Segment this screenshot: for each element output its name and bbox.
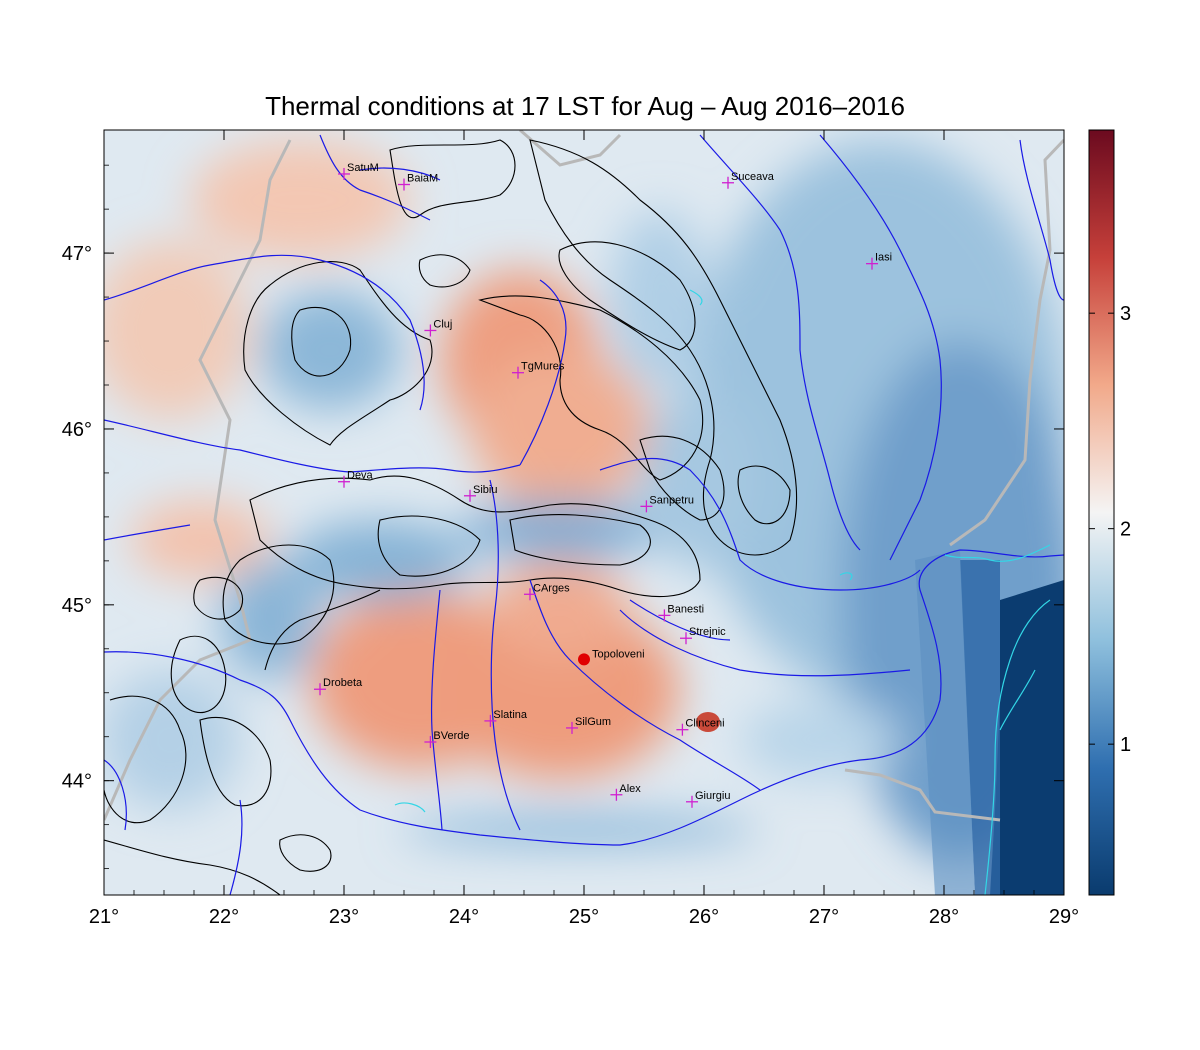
city-label: BaiaM bbox=[407, 173, 438, 185]
highlight-station: Topoloveni bbox=[578, 648, 645, 666]
y-tick-label: 44° bbox=[62, 771, 92, 793]
highlight-dot bbox=[578, 653, 590, 666]
city-marker: Sanpetru bbox=[640, 494, 694, 513]
colorbar-tick-label: 3 bbox=[1120, 303, 1131, 325]
city-label: Slatina bbox=[493, 709, 528, 721]
city-marker: Iasi bbox=[866, 252, 892, 270]
city-marker: Banesti bbox=[658, 603, 704, 622]
y-tick-label: 45° bbox=[62, 595, 92, 617]
country-borders bbox=[104, 130, 1064, 822]
city-label: CArges bbox=[533, 582, 570, 594]
city-marker: CArges bbox=[524, 582, 570, 601]
city-marker: Suceava bbox=[722, 171, 775, 189]
city-label: BVerde bbox=[433, 730, 469, 742]
city-markers: SatuM BaiaM Suceava Iasi Cluj TgMures Deva Sibi… bbox=[314, 162, 892, 808]
x-tick-label: 29° bbox=[1049, 906, 1079, 928]
x-tick-label: 28° bbox=[929, 906, 959, 928]
highlight-label: Topoloveni bbox=[592, 648, 645, 660]
city-marker: Clinceni bbox=[676, 718, 725, 736]
x-tick-label: 26° bbox=[689, 906, 719, 928]
city-label: Sibiu bbox=[473, 484, 497, 496]
city-marker: SatuM bbox=[338, 162, 379, 180]
colorbar-tick-label: 1 bbox=[1120, 734, 1131, 756]
city-label: Cluj bbox=[433, 318, 452, 330]
city-marker: SilGum bbox=[566, 716, 611, 734]
city-marker: Deva bbox=[338, 470, 374, 488]
city-label: Giurgiu bbox=[695, 790, 730, 802]
terrain-contours bbox=[104, 139, 798, 895]
city-label: Drobeta bbox=[323, 677, 363, 689]
city-label: SilGum bbox=[575, 716, 611, 728]
city-marker: Drobeta bbox=[314, 677, 363, 696]
city-label: SatuM bbox=[347, 162, 379, 174]
city-label: Sanpetru bbox=[649, 494, 694, 506]
x-tick-label: 23° bbox=[329, 906, 359, 928]
city-label: Deva bbox=[347, 470, 374, 482]
rivers bbox=[104, 134, 1064, 895]
city-label: Iasi bbox=[875, 252, 892, 264]
city-marker: BaiaM bbox=[398, 173, 438, 191]
colorbar: 1 2 3 bbox=[1088, 129, 1131, 896]
colorbar-bar bbox=[1088, 129, 1115, 896]
city-marker: Alex bbox=[610, 783, 641, 801]
city-label: Banesti bbox=[667, 603, 704, 615]
figure-title: Thermal conditions at 17 LST for Aug – A… bbox=[265, 91, 905, 121]
city-marker: TgMures bbox=[512, 361, 565, 379]
city-label: Clinceni bbox=[685, 718, 724, 730]
y-tick-label: 47° bbox=[62, 243, 92, 265]
x-tick-label: 21° bbox=[89, 906, 119, 928]
x-tick-label: 25° bbox=[569, 906, 599, 928]
city-marker: Strejnic bbox=[680, 626, 726, 645]
city-label: Alex bbox=[619, 783, 641, 795]
axis-ticks: 21° 22° 23° 24° 25° 26° 27° 28° 29° 44° 45° 46° 47° bbox=[62, 130, 1079, 928]
colorbar-tick-label: 2 bbox=[1120, 519, 1131, 541]
city-marker: Cluj bbox=[424, 318, 452, 337]
city-marker: Slatina bbox=[484, 709, 528, 727]
temperature-field bbox=[104, 130, 1064, 895]
city-label: Suceava bbox=[731, 171, 775, 183]
city-marker: BVerde bbox=[424, 730, 469, 748]
city-marker: Sibiu bbox=[464, 484, 497, 502]
x-tick-label: 24° bbox=[449, 906, 479, 928]
city-label: TgMures bbox=[521, 361, 565, 373]
city-label: Strejnic bbox=[689, 626, 726, 638]
x-tick-label: 22° bbox=[209, 906, 239, 928]
x-tick-label: 27° bbox=[809, 906, 839, 928]
city-marker: Giurgiu bbox=[686, 790, 730, 808]
black-sea-coast bbox=[394, 289, 1051, 895]
y-tick-label: 46° bbox=[62, 419, 92, 441]
